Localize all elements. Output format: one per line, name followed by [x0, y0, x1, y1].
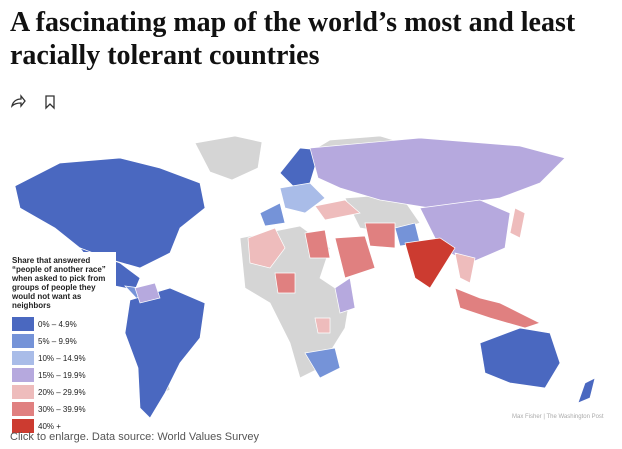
legend-item: 30% – 39.9% [12, 401, 112, 417]
legend-swatch [12, 402, 34, 416]
australia [479, 327, 561, 389]
legend: Share that answered “people of another r… [6, 252, 116, 441]
legend-swatch [12, 351, 34, 365]
india [404, 237, 456, 289]
saudi-arabia [334, 235, 376, 279]
action-icons [10, 94, 55, 110]
article-title: A fascinating map of the world’s most an… [10, 7, 576, 71]
south-america [124, 287, 206, 419]
legend-swatch [12, 368, 34, 382]
legend-item: 5% – 9.9% [12, 333, 112, 349]
venezuela [134, 282, 161, 304]
legend-swatch [12, 317, 34, 331]
nigeria [274, 272, 296, 294]
legend-label: 5% – 9.9% [38, 336, 77, 346]
legend-swatch [12, 334, 34, 348]
greenland [194, 135, 263, 181]
east-africa [334, 277, 356, 314]
legend-label: 0% – 4.9% [38, 319, 77, 329]
credit: Max Fisher | The Washington Post [512, 414, 604, 420]
southeast-asia [454, 252, 476, 284]
legend-label: 10% – 14.9% [38, 353, 86, 363]
legend-items: 0% – 4.9% 5% – 9.9% 10% – 14.9% 15% – 19.9%… [12, 316, 112, 434]
japan [509, 207, 526, 239]
north-america [14, 157, 206, 269]
new-zealand [577, 377, 596, 404]
turkey-balkans [314, 199, 361, 221]
world-map [14, 135, 596, 419]
legend-item: 40% + [12, 418, 112, 434]
bookmark-icon[interactable] [45, 95, 55, 110]
legend-title: Share that answered “people of another r… [12, 256, 106, 310]
legend-item: 0% – 4.9% [12, 316, 112, 332]
zambia [314, 317, 331, 334]
central-europe [279, 182, 326, 214]
egypt [304, 229, 331, 259]
legend-label: 15% – 19.9% [38, 370, 86, 380]
spain [259, 202, 286, 227]
caption: Click to enlarge. Data source: World Val… [10, 431, 260, 443]
indonesia [454, 287, 541, 329]
legend-swatch [12, 385, 34, 399]
legend-item: 15% – 19.9% [12, 367, 112, 383]
south-africa [304, 347, 341, 379]
iran [364, 222, 396, 249]
legend-label: 40% + [38, 421, 61, 431]
share-icon[interactable] [10, 94, 26, 108]
legend-label: 30% – 39.9% [38, 404, 86, 414]
north-africa [247, 227, 286, 269]
legend-label: 20% – 29.9% [38, 387, 86, 397]
legend-item: 20% – 29.9% [12, 384, 112, 400]
legend-item: 10% – 14.9% [12, 350, 112, 366]
legend-swatch [12, 419, 34, 433]
russia [309, 137, 566, 209]
